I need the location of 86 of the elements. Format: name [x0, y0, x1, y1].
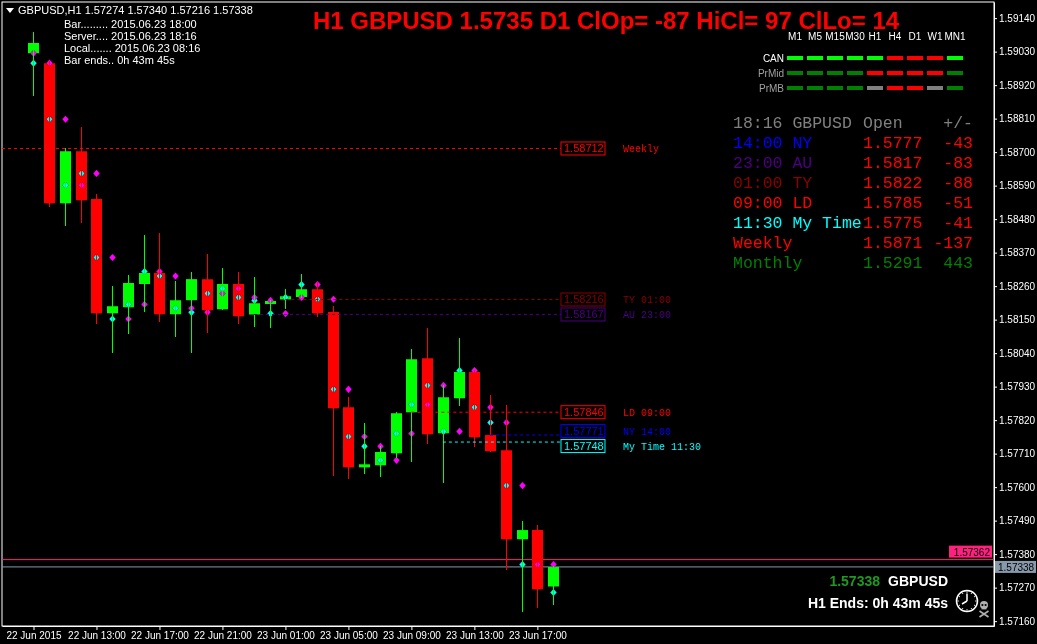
- y-tick-label: 1.58700: [999, 146, 1036, 158]
- y-tick-label: 1.57930: [999, 381, 1036, 393]
- category-label: H4: [888, 31, 902, 42]
- ref-line-label: 1.57362: [953, 546, 991, 558]
- legend-label: Weekly: [622, 144, 659, 156]
- legend-label: LD 09:00: [622, 408, 671, 420]
- category-label: 23:00 AU: [733, 154, 813, 173]
- y-tick-label: 1.58040: [999, 347, 1036, 359]
- data-label: -137: [933, 234, 973, 253]
- y-tick-label: 1.58810: [999, 113, 1036, 125]
- y-tick-label: 1.58480: [999, 213, 1036, 225]
- data-label: 1.57771: [563, 425, 604, 438]
- y-tick-label: 1.57820: [999, 414, 1036, 426]
- data-label: 1.57748: [563, 440, 604, 453]
- y-tick-label: 1.58260: [999, 280, 1036, 292]
- annotation: Server.... 2015.06.23 18:16: [64, 30, 197, 42]
- x-tick-label: 22 Jun 17:00: [131, 630, 190, 642]
- category-label: M5: [808, 31, 823, 42]
- category-label: M1: [788, 31, 803, 42]
- category-label: Weekly: [733, 234, 793, 253]
- annotation: Bar ends.. 0h 43m 45s: [64, 54, 176, 66]
- chart-subtitle: GBPUSD,H1 1.57274 1.57340 1.57216 1.57338: [18, 4, 253, 16]
- annotation: GBPUSD: [888, 573, 948, 589]
- legend-label: TY 01:00: [622, 295, 671, 307]
- x-tick-label: 23 Jun 05:00: [320, 630, 379, 642]
- data-label: 1.57846: [563, 406, 604, 419]
- legend-label: AU 23:00: [622, 310, 671, 322]
- category-label: 11:30 My Time: [733, 214, 862, 233]
- ref-line-label: 1.57338: [998, 561, 1035, 573]
- category-label: 09:00 LD: [733, 194, 813, 213]
- category-label: Monthly: [733, 254, 803, 273]
- category-label: PrMB: [759, 83, 784, 94]
- category-label: W1: [927, 31, 943, 42]
- category-label: 01:00 TY: [733, 174, 813, 193]
- data-label: 1.5871: [863, 234, 923, 253]
- y-tick-label: 1.58370: [999, 247, 1036, 259]
- legend-label: NY 14:00: [622, 427, 671, 439]
- legend-label: My Time 11:30: [622, 442, 701, 454]
- data-label: 1.5822: [863, 174, 923, 193]
- category-label: D1: [908, 31, 922, 42]
- y-tick-label: 1.58150: [999, 314, 1036, 326]
- data-label: -88: [943, 174, 973, 193]
- text: 18:16 GBPUSD: [733, 114, 852, 133]
- category-label: MN1: [944, 31, 966, 42]
- y-tick-label: 1.57710: [999, 448, 1036, 460]
- y-tick-label: 1.58920: [999, 79, 1036, 91]
- category-label: M15: [825, 31, 846, 42]
- data-label: -41: [943, 214, 974, 233]
- annotation: H1 Ends: 0h 43m 45s: [807, 595, 949, 611]
- data-label: 443: [943, 254, 973, 273]
- x-tick-label: 22 Jun 21:00: [194, 630, 253, 642]
- x-tick-label: 23 Jun 13:00: [445, 630, 505, 642]
- annotation: Bar......... 2015.06.23 18:00: [64, 18, 197, 30]
- category-label: CAN: [762, 53, 784, 64]
- category-label: PrMid: [757, 68, 784, 79]
- x-tick-label: 23 Jun 09:00: [382, 630, 442, 642]
- x-tick-label: 23 Jun 17:00: [508, 630, 568, 642]
- text: +/-: [943, 114, 973, 133]
- data-label: -43: [943, 134, 973, 153]
- x-tick-label: 23 Jun 01:00: [257, 630, 316, 642]
- y-tick-label: 1.59030: [999, 46, 1036, 58]
- data-label: 1.5775: [863, 214, 923, 233]
- data-label: -51: [943, 194, 974, 213]
- data-label: -83: [943, 154, 973, 173]
- data-label: 1.58712: [563, 142, 604, 155]
- data-label: 1.58216: [563, 293, 604, 306]
- annotation: Local....... 2015.06.23 08:16: [64, 42, 201, 54]
- y-tick-label: 1.57380: [999, 548, 1036, 560]
- x-tick-label: 22 Jun 13:00: [68, 630, 127, 642]
- x-tick-label: 22 Jun 2015: [6, 630, 62, 642]
- y-tick-label: 1.59140: [999, 12, 1036, 24]
- data-label: 1.5291: [863, 254, 923, 273]
- data-label: 1.5785: [863, 194, 923, 213]
- annotation: 1.57338: [829, 573, 881, 589]
- y-tick-label: 1.57160: [999, 615, 1036, 627]
- category-label: H1: [868, 31, 882, 42]
- data-label: 1.58167: [563, 308, 604, 321]
- category-label: M30: [845, 31, 866, 42]
- y-tick-label: 1.57270: [999, 582, 1036, 594]
- y-tick-label: 1.57490: [999, 515, 1036, 527]
- data-label: 1.5777: [863, 134, 923, 153]
- category-label: 14:00 NY: [733, 134, 813, 153]
- y-tick-label: 1.57600: [999, 481, 1036, 493]
- text: Open: [863, 114, 903, 133]
- data-label: 1.5817: [863, 154, 923, 173]
- y-tick-label: 1.58590: [999, 180, 1036, 192]
